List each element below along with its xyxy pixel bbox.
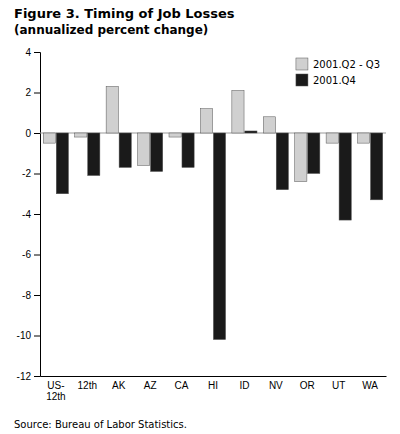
y-tick: -8 bbox=[22, 290, 40, 301]
bar bbox=[43, 133, 55, 143]
source: Source: Bureau of Labor Statistics. bbox=[14, 419, 187, 430]
x-tick-label: US-12th bbox=[46, 380, 65, 402]
x-tick: AZ bbox=[144, 380, 157, 391]
y-tick-mark bbox=[34, 174, 40, 175]
y-tick-label: 0 bbox=[25, 128, 31, 139]
y-axis: 4 2 0 -2 -4 -6 -8 -10 -12 bbox=[17, 47, 41, 382]
y-tick-label: -6 bbox=[22, 249, 31, 260]
bar bbox=[232, 90, 244, 133]
y-tick-label: 4 bbox=[25, 47, 31, 58]
y-tick-label: -8 bbox=[22, 290, 31, 301]
x-tick-label: CA bbox=[175, 380, 189, 391]
y-tick: -6 bbox=[22, 249, 40, 260]
x-tick-label: AZ bbox=[144, 380, 157, 391]
x-tick: US-12th bbox=[46, 380, 65, 402]
x-tick-label: NV bbox=[269, 380, 283, 391]
legend-item: 2001.Q4 bbox=[296, 74, 356, 86]
bar bbox=[182, 133, 194, 167]
y-tick-label: -10 bbox=[17, 330, 32, 341]
bar bbox=[326, 133, 338, 143]
x-tick: CA bbox=[175, 380, 189, 391]
bar bbox=[75, 133, 87, 137]
bar bbox=[88, 133, 100, 176]
y-tick-mark bbox=[34, 52, 40, 53]
y-axis-line bbox=[34, 53, 41, 377]
x-tick: 12th bbox=[78, 380, 97, 391]
x-tick: UT bbox=[332, 380, 345, 391]
legend-item: 2001.Q2 - Q3 bbox=[296, 58, 380, 70]
bar bbox=[308, 133, 320, 174]
bar bbox=[213, 133, 225, 340]
x-tick: OR bbox=[300, 380, 315, 391]
legend-swatch bbox=[296, 58, 308, 70]
title: Figure 3. Timing of Job Losses bbox=[14, 6, 235, 21]
y-tick-mark bbox=[34, 295, 40, 296]
x-tick-label: WA bbox=[362, 380, 378, 391]
x-tick: NV bbox=[269, 380, 283, 391]
x-axis-line bbox=[41, 376, 387, 377]
bar bbox=[295, 133, 307, 182]
x-tick-label: OR bbox=[300, 380, 315, 391]
bar bbox=[358, 133, 370, 143]
y-tick: -12 bbox=[17, 371, 40, 382]
y-tick: 4 bbox=[25, 47, 40, 58]
x-tick-label: 12th bbox=[78, 380, 97, 391]
y-tick-label: -2 bbox=[22, 168, 31, 179]
y-tick-mark bbox=[34, 93, 40, 94]
x-tick-label: UT bbox=[332, 380, 345, 391]
bar bbox=[200, 109, 212, 133]
bar bbox=[371, 133, 383, 200]
y-tick: 0 bbox=[25, 128, 40, 139]
y-tick-mark bbox=[34, 336, 40, 337]
bars bbox=[43, 86, 382, 339]
legend-label: 2001.Q4 bbox=[313, 75, 356, 86]
x-tick-label: ID bbox=[239, 380, 249, 391]
bar bbox=[106, 86, 118, 133]
x-tick-label: HI bbox=[208, 380, 218, 391]
x-tick: AK bbox=[112, 380, 126, 391]
y-tick-label: -12 bbox=[17, 371, 32, 382]
y-tick: -4 bbox=[22, 209, 40, 220]
bar bbox=[138, 133, 150, 165]
y-tick-label: -4 bbox=[22, 209, 31, 220]
x-tick-label: AK bbox=[112, 380, 126, 391]
y-tick-label: 2 bbox=[25, 87, 31, 98]
y-tick: -10 bbox=[17, 330, 40, 341]
bar bbox=[119, 133, 131, 167]
y-tick: -2 bbox=[22, 168, 40, 179]
y-tick-mark bbox=[34, 214, 40, 215]
y-tick-mark bbox=[34, 255, 40, 256]
legend-swatch bbox=[296, 74, 308, 86]
x-axis: US-12th 12th AK AZ CA HI ID NV OR UT WA bbox=[41, 377, 387, 403]
plot: 4 2 0 -2 -4 -6 -8 -10 -12 US-12th 12th AK AZ CA HI ID NV… bbox=[17, 47, 387, 402]
bar-series bbox=[56, 131, 382, 340]
bar bbox=[56, 133, 68, 194]
legend: 2001.Q2 - Q3 2001.Q4 bbox=[296, 58, 380, 86]
bar bbox=[151, 133, 163, 171]
x-tick: HI bbox=[208, 380, 218, 391]
x-tick: WA bbox=[362, 380, 378, 391]
bar bbox=[263, 117, 275, 133]
y-tick: 2 bbox=[25, 87, 40, 98]
y-tick-mark bbox=[34, 376, 40, 377]
bar-series bbox=[43, 86, 369, 181]
bar bbox=[169, 133, 181, 137]
legend-label: 2001.Q2 - Q3 bbox=[313, 59, 380, 70]
bar bbox=[339, 133, 351, 220]
bar bbox=[245, 131, 257, 133]
x-tick: ID bbox=[239, 380, 249, 391]
bar bbox=[276, 133, 288, 190]
chart: Figure 3. Timing of Job Losses (annualize… bbox=[0, 0, 400, 434]
y-tick-mark bbox=[34, 133, 40, 134]
subtitle: (annualized percent change) bbox=[14, 23, 208, 37]
